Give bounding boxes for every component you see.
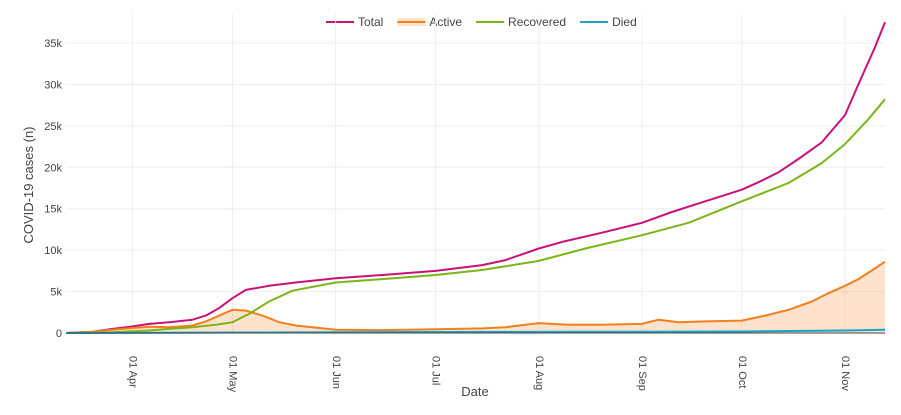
y-gridlines — [66, 42, 885, 293]
y-tick-label: 20k — [44, 162, 62, 174]
line-active — [65, 260, 886, 334]
legend-item-recovered[interactable]: Recovered — [476, 15, 566, 29]
line-total — [65, 21, 886, 334]
y-tick-label: 10k — [44, 245, 62, 257]
x-tick-label: 01 Jun — [330, 356, 342, 389]
y-tick-label: 35k — [44, 38, 62, 50]
area-fills — [66, 261, 885, 333]
y-tick-label: 0 — [56, 328, 62, 340]
y-tick-label: 30k — [44, 79, 62, 91]
series-lines — [65, 21, 886, 334]
x-tick-label: 01 Nov — [839, 356, 851, 391]
legend-item-active[interactable]: Active — [397, 15, 462, 29]
legend-label: Total — [358, 15, 383, 29]
legend-label: Recovered — [508, 15, 566, 29]
x-tick-label: 01 Sep — [636, 356, 648, 391]
x-tick-label: 01 Aug — [533, 356, 545, 390]
y-tick-label: 5k — [50, 287, 62, 299]
legend: Total Active Recovered Died — [326, 15, 637, 29]
y-axis-title: COVID-19 cases (n) — [21, 126, 36, 243]
y-tick-labels: 0 5k 10k 15k 20k 25k 30k 35k — [44, 38, 62, 340]
x-axis-title: Date — [461, 384, 488, 399]
x-gridlines — [132, 14, 846, 333]
area-active — [66, 261, 885, 333]
x-tick-label: 01 May — [227, 356, 239, 393]
x-tick-label: 01 Jul — [430, 356, 442, 385]
legend-item-died[interactable]: Died — [580, 15, 637, 29]
x-tick-labels: 01 Apr 01 May 01 Jun 01 Jul 01 Aug 01 Sep 01 O… — [127, 356, 851, 393]
legend-item-total[interactable]: Total — [326, 15, 383, 29]
legend-label: Died — [612, 15, 637, 29]
x-tick-label: 01 Apr — [127, 356, 139, 388]
x-tick-label: 01 Oct — [736, 356, 748, 388]
y-tick-label: 15k — [44, 204, 62, 216]
legend-label: Active — [429, 15, 462, 29]
line-recovered — [65, 98, 886, 334]
y-tick-label: 25k — [44, 121, 62, 133]
